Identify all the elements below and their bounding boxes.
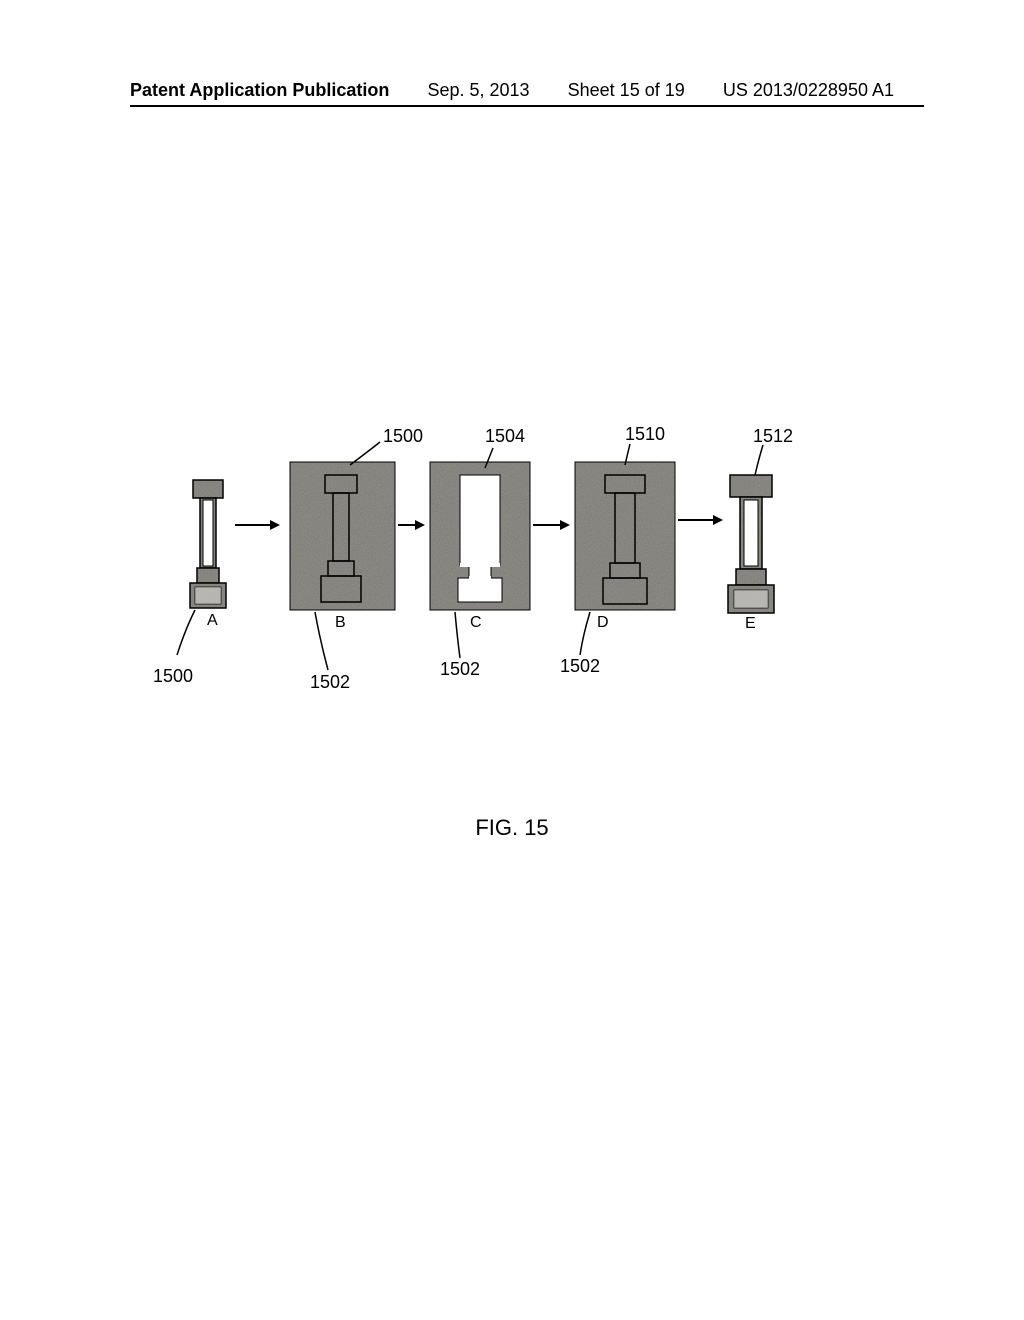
header-divider (130, 105, 924, 107)
ref-c-bottom: 1502 (440, 659, 480, 679)
header-sheet: Sheet 15 of 19 (568, 80, 685, 101)
step-label-a: A (207, 612, 218, 629)
arrow-a-b (235, 520, 280, 530)
ref-d-bottom: 1502 (560, 656, 600, 676)
arrow-b-c (398, 520, 425, 530)
arrow-c-d (533, 520, 570, 530)
step-c (430, 462, 530, 610)
ref-c-top: 1504 (485, 426, 525, 446)
ref-e-top: 1512 (753, 426, 793, 446)
page-header: Patent Application Publication Sep. 5, 2… (0, 80, 1024, 101)
ref-d-top: 1510 (625, 424, 665, 444)
figure-caption: FIG. 15 (0, 815, 1024, 841)
step-label-b: B (335, 614, 346, 631)
header-pub-number: US 2013/0228950 A1 (723, 80, 894, 101)
step-label-c: C (470, 614, 482, 631)
header-date: Sep. 5, 2013 (427, 80, 529, 101)
step-e (728, 475, 774, 613)
step-label-e: E (745, 615, 756, 632)
step-a (190, 480, 226, 608)
header-publication: Patent Application Publication (130, 80, 389, 101)
figure-container: A B C D E 1500 1500 1502 1504 1502 1510 … (135, 420, 895, 775)
ref-b-bottom: 1502 (310, 672, 350, 692)
step-b (290, 462, 395, 610)
ref-b-top: 1500 (383, 426, 423, 446)
step-label-d: D (597, 614, 609, 631)
ref-a-bottom: 1500 (153, 666, 193, 686)
step-d (575, 462, 675, 610)
arrow-d-e (678, 515, 723, 525)
figure-svg: A B C D E 1500 1500 1502 1504 1502 1510 … (135, 420, 895, 770)
